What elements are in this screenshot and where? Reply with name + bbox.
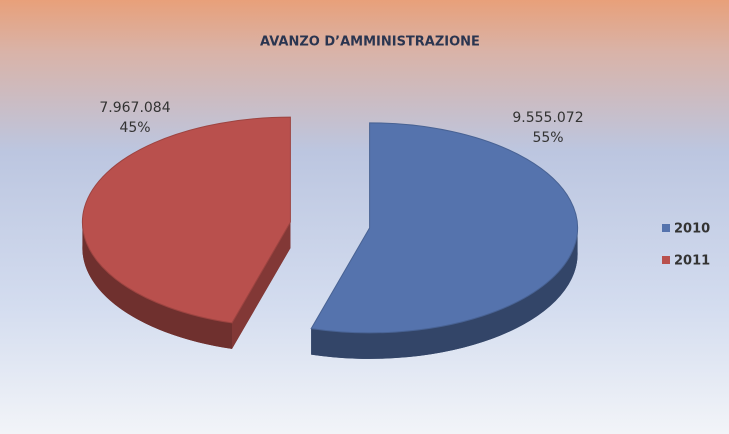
slice [81,116,291,324]
slice-side [311,227,578,359]
percentage-label: 45% [119,120,150,136]
percentage-label: 55% [532,130,563,146]
data-label: 7.967.084 [99,100,170,116]
legend-marker [662,224,670,232]
slice [310,122,579,334]
legend-marker [662,256,670,264]
chart-title: AVANZO D’AMMINISTRAZIONE [260,35,480,50]
slice-side [82,222,232,349]
legend-label: 2010 [674,222,710,237]
legend-label: 2011 [674,254,710,269]
slice-cut-face [231,222,291,349]
data-label: 9.555.072 [512,110,583,126]
